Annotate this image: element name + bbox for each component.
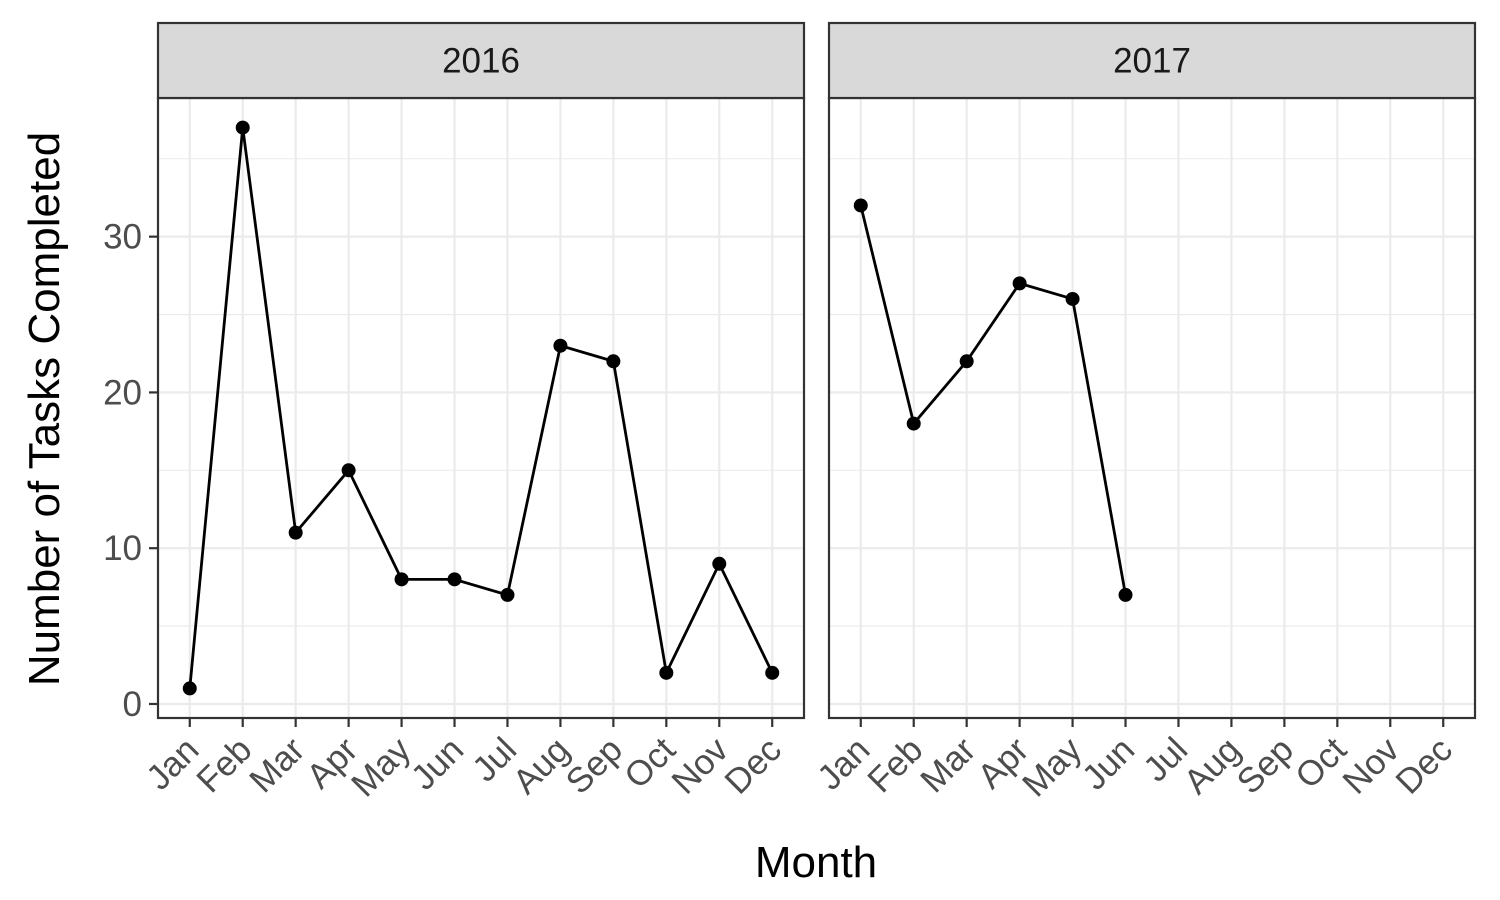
panel-background [829, 98, 1475, 718]
x-tick-label: Jan [810, 730, 877, 797]
data-point-2016-Mar [288, 525, 303, 540]
data-point-2017-Mar [959, 354, 974, 369]
data-point-2016-Jul [500, 587, 515, 602]
data-point-2016-Jun [447, 572, 462, 587]
y-tick-label: 30 [103, 218, 142, 257]
x-tick-label: Jun [1075, 730, 1142, 797]
x-tick-label: Oct [617, 730, 683, 796]
data-point-2016-Feb [235, 120, 250, 135]
y-tick-label: 20 [103, 373, 142, 412]
x-axis-title: Month [755, 838, 877, 887]
data-point-2016-Apr [341, 463, 356, 478]
data-point-2017-Apr [1012, 276, 1027, 291]
panel-2016: 2016JanFebMarAprMayJunJulAugSepOctNovDec… [103, 21, 806, 804]
y-tick-label: 10 [103, 529, 142, 568]
x-tick-label: Jun [404, 730, 471, 797]
series-line-2017 [859, 205, 1127, 596]
x-tick-label: Oct [1288, 730, 1354, 796]
data-point-2017-Jan [853, 198, 868, 213]
y-axis-title: Number of Tasks Completed [20, 132, 69, 686]
data-point-2016-Dec [765, 665, 780, 680]
data-point-2016-Aug [553, 338, 568, 353]
series-line-2016 [188, 127, 774, 689]
facet-strip [827, 21, 1477, 100]
panel-background [158, 98, 804, 718]
x-tick-label: Dec [717, 730, 789, 802]
data-point-2016-Sep [606, 354, 621, 369]
facet-strip-label: 2017 [1113, 42, 1191, 81]
data-point-2017-Feb [906, 416, 921, 431]
x-tick-label: Dec [1388, 730, 1460, 802]
data-point-2016-Jan [182, 681, 197, 696]
facet-strip-label: 2016 [442, 42, 520, 81]
data-point-2017-May [1065, 291, 1080, 306]
data-point-2016-Oct [659, 665, 674, 680]
facet-strip [156, 21, 806, 100]
x-tick-label: Jan [139, 730, 206, 797]
data-point-2017-Jun [1118, 587, 1133, 602]
y-tick-label: 0 [123, 685, 142, 724]
data-point-2016-Nov [712, 556, 727, 571]
data-point-2016-May [394, 572, 409, 587]
